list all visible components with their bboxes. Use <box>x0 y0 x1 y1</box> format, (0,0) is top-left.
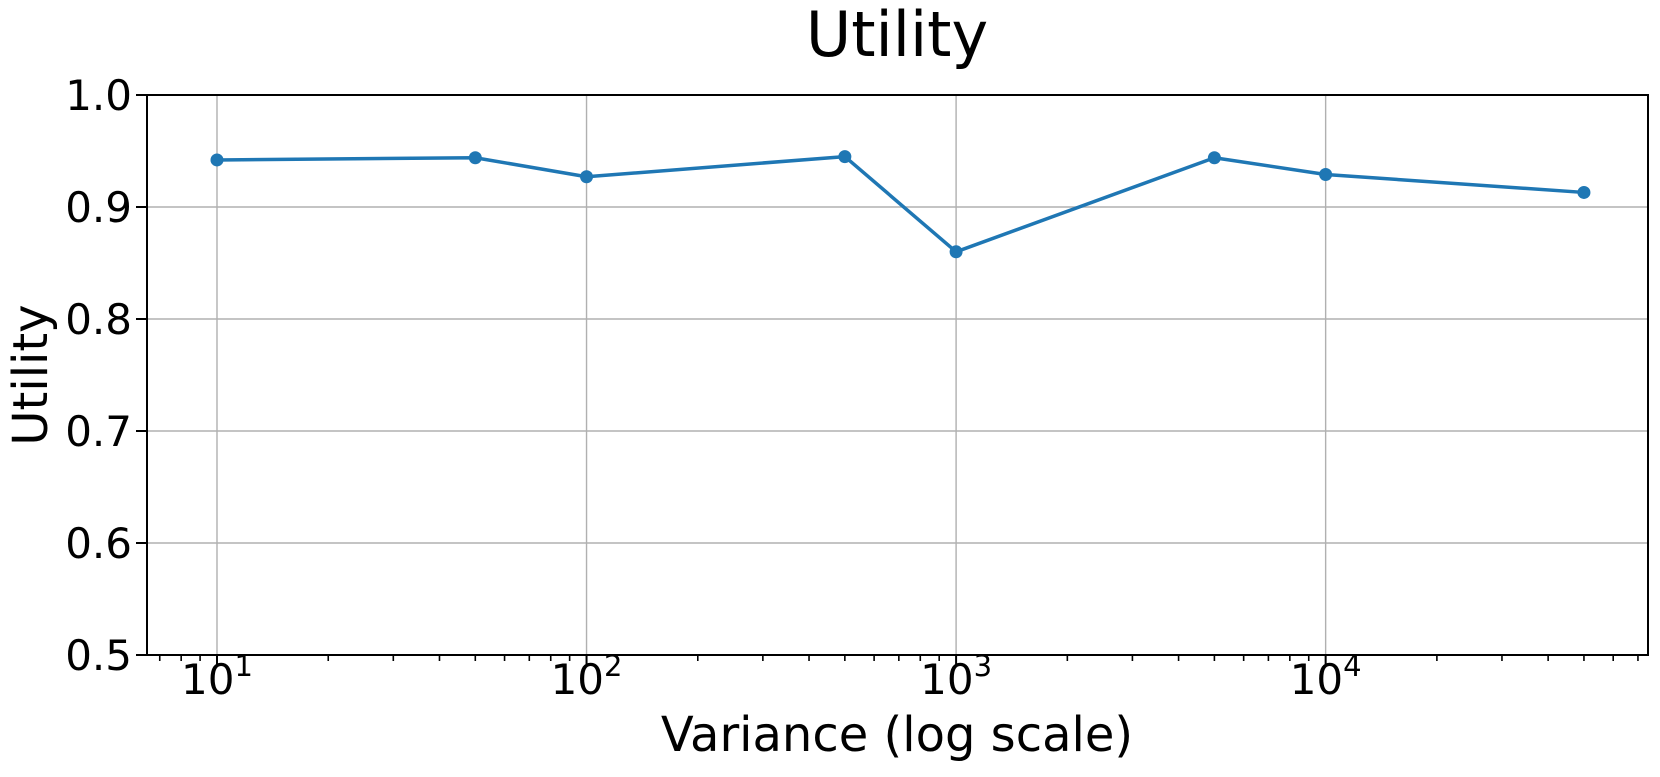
data-point-marker <box>468 151 482 165</box>
data-point-marker <box>949 245 963 259</box>
y-tick-label: 0.7 <box>65 407 132 456</box>
y-tick-label: 0.6 <box>65 519 132 568</box>
axes-spines-and-ticks <box>136 94 1649 666</box>
data-point-marker <box>210 153 224 167</box>
x-axis-label: Variance (log scale) <box>660 707 1134 763</box>
data-point-marker <box>580 170 594 184</box>
data-point-marker <box>1207 151 1221 165</box>
data-point-marker <box>838 150 852 164</box>
x-tick-label: 101 <box>181 649 253 704</box>
tick-labels: 0.5 0.6 0.7 0.8 0.9 1.0 101 102 103 104 <box>65 71 1361 704</box>
y-axis-label: Utility <box>3 304 59 446</box>
y-tick-label: 0.5 <box>65 631 132 680</box>
x-tick-label: 102 <box>551 649 623 704</box>
y-tick-label: 0.8 <box>65 295 132 344</box>
data-point-marker <box>1577 185 1591 199</box>
plot-border <box>146 94 1649 656</box>
utility-line <box>216 154 1585 254</box>
data-point-marker <box>1319 168 1333 182</box>
y-tick-label: 0.9 <box>65 183 132 232</box>
chart-title: Utility <box>805 0 989 71</box>
x-tick-label: 103 <box>920 649 992 704</box>
grid-lines <box>147 94 1648 656</box>
x-tick-label: 104 <box>1290 649 1362 704</box>
utility-line-series <box>210 150 1591 259</box>
y-tick-label: 1.0 <box>65 71 132 120</box>
